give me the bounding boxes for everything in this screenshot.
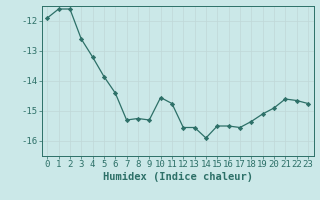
X-axis label: Humidex (Indice chaleur): Humidex (Indice chaleur) <box>103 172 252 182</box>
